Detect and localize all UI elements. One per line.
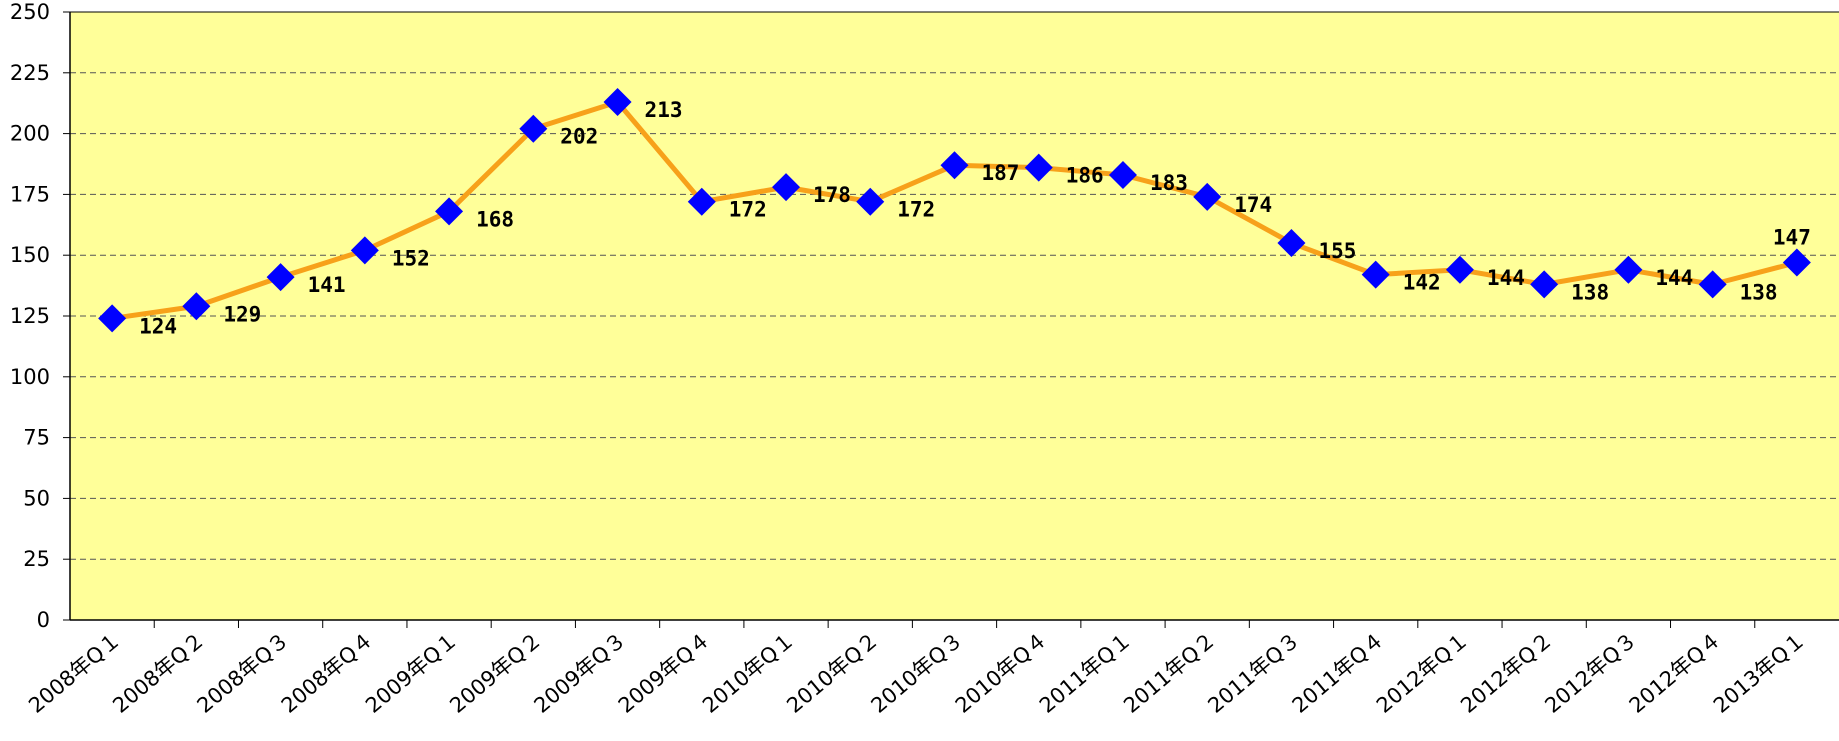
y-tick-label: 50 (23, 486, 50, 510)
x-tick-label: 2010年Q３ (867, 627, 968, 717)
y-tick-label: 250 (10, 0, 50, 24)
marker (1361, 260, 1390, 289)
y-tick-label: 0 (37, 608, 50, 632)
value-label: 186 (1066, 164, 1104, 188)
marker (1782, 248, 1811, 277)
marker (1445, 255, 1474, 284)
x-tick-label: 2010年Q２ (782, 627, 883, 717)
x-tick-label: 2009年Q３ (530, 627, 631, 717)
y-tick-label: 100 (10, 365, 50, 389)
x-tick-label: 2008年Q４ (277, 627, 378, 717)
x-tick-label: 2012年Q３ (1540, 627, 1641, 717)
x-tick-label: 2012年Q４ (1625, 627, 1726, 717)
y-tick-label: 25 (23, 547, 50, 571)
x-tick-label: 2008年Q３ (193, 627, 294, 717)
marker (856, 187, 885, 216)
marker (1277, 229, 1306, 258)
value-label: 144 (1487, 266, 1525, 290)
marker (1108, 160, 1137, 189)
marker (266, 263, 295, 292)
y-tick-label: 175 (10, 182, 50, 206)
y-tick-label: 225 (10, 61, 50, 85)
marker (940, 151, 969, 180)
value-label: 155 (1318, 239, 1356, 263)
x-tick-label: 2011年Q１ (1035, 627, 1136, 717)
value-label: 138 (1740, 280, 1778, 304)
y-tick-label: 150 (10, 243, 50, 267)
marker (1024, 153, 1053, 182)
value-label: 152 (392, 246, 430, 270)
value-label: 147 (1773, 225, 1811, 249)
value-label: 187 (982, 161, 1020, 185)
value-label: 183 (1150, 171, 1188, 195)
marker (350, 236, 379, 265)
x-tick-label: 2013年Q１ (1709, 627, 1810, 717)
value-label: 202 (560, 125, 598, 149)
y-tick-label: 125 (10, 304, 50, 328)
x-tick-label: 2009年Q４ (614, 627, 715, 717)
marker (1193, 182, 1222, 211)
value-label: 142 (1403, 271, 1441, 295)
x-tick-label: 2009年Q１ (361, 627, 462, 717)
y-tick-label: 200 (10, 122, 50, 146)
x-tick-label: 2008年Q２ (108, 627, 209, 717)
value-label: 174 (1234, 193, 1272, 217)
value-label: 129 (223, 302, 261, 326)
value-label: 213 (645, 98, 683, 122)
value-label: 178 (813, 183, 851, 207)
x-tick-label: 2011年Q２ (1119, 627, 1220, 717)
x-tick-label: 2010年Q４ (951, 627, 1052, 717)
marker (98, 304, 127, 333)
x-tick-label: 2010年Q１ (698, 627, 799, 717)
marker (182, 292, 211, 321)
marker (1614, 255, 1643, 284)
y-tick-label: 75 (23, 426, 50, 450)
value-label: 138 (1571, 280, 1609, 304)
value-label: 141 (308, 273, 346, 297)
marker (772, 173, 801, 202)
x-tick-label: 2009年Q２ (445, 627, 546, 717)
marker (519, 114, 548, 143)
x-tick-label: 2012年Q２ (1456, 627, 1557, 717)
value-label: 144 (1655, 266, 1693, 290)
value-label: 168 (476, 207, 514, 231)
value-label: 172 (729, 198, 767, 222)
marker (687, 187, 716, 216)
x-tick-label: 2012年Q１ (1372, 627, 1473, 717)
marker (435, 197, 464, 226)
marker (1698, 270, 1727, 299)
value-label: 172 (897, 198, 935, 222)
x-tick-label: 2008年Q１ (24, 627, 125, 717)
value-label: 124 (139, 314, 177, 338)
x-tick-label: 2011年Q４ (1288, 627, 1389, 717)
marker (603, 87, 632, 116)
x-tick-label: 2011年Q３ (1203, 627, 1304, 717)
marker (1530, 270, 1559, 299)
